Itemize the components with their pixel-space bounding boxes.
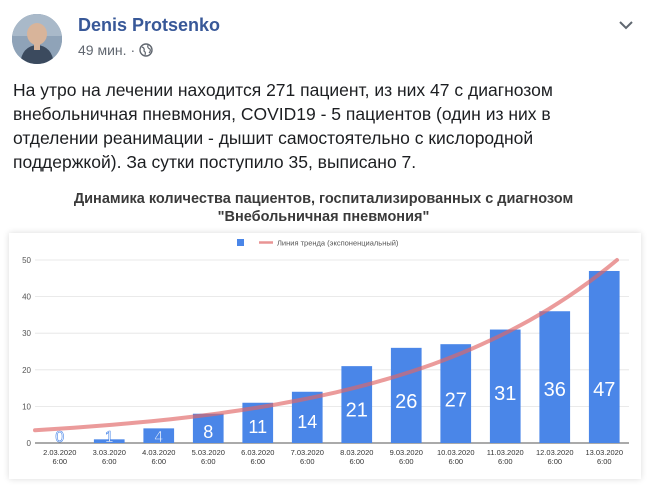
chart-title: Динамика количества пациентов, госпитали… bbox=[0, 190, 647, 226]
data-label: 21 bbox=[346, 399, 368, 421]
post-header: Denis Protsenko 49 мин. · bbox=[0, 0, 647, 70]
data-label: 14 bbox=[297, 412, 317, 432]
legend-bar-swatch bbox=[237, 239, 244, 246]
y-tick-label: 50 bbox=[22, 256, 31, 265]
post-text: На утро на лечении находится 271 пациент… bbox=[13, 78, 638, 174]
x-tick-label: 10.03.2020 6:00 bbox=[437, 448, 475, 466]
bar bbox=[341, 366, 373, 443]
y-tick-label: 30 bbox=[22, 329, 31, 338]
data-label: 4 bbox=[154, 429, 163, 446]
post-text-line: поддержкой). За сутки поступило 35, выпи… bbox=[13, 152, 417, 172]
data-label: 31 bbox=[494, 383, 516, 405]
post-time[interactable]: 49 мин. bbox=[78, 42, 127, 58]
x-tick-label: 7.03.2020 6:00 bbox=[291, 448, 324, 466]
x-tick-label: 5.03.2020 6:00 bbox=[192, 448, 225, 466]
x-tick-label: 3.03.2020 6:00 bbox=[93, 448, 126, 466]
author-name[interactable]: Denis Protsenko bbox=[78, 15, 221, 35]
data-label: 0 bbox=[55, 429, 64, 446]
x-tick-label: 4.03.2020 6:00 bbox=[142, 448, 175, 466]
data-label: 11 bbox=[248, 417, 267, 437]
y-tick-label: 10 bbox=[22, 402, 31, 411]
bar bbox=[93, 439, 125, 443]
trend-line bbox=[33, 258, 619, 433]
author-avatar[interactable] bbox=[12, 14, 62, 64]
post-text-line: отделении реанимации - дышит самостоятел… bbox=[13, 128, 534, 148]
x-tick-label: 8.03.2020 6:00 bbox=[340, 448, 373, 466]
data-label: 47 bbox=[593, 379, 615, 401]
data-label: 27 bbox=[445, 390, 467, 412]
x-tick-label: 9.03.2020 6:00 bbox=[390, 448, 423, 466]
chevron-down-icon[interactable] bbox=[617, 18, 635, 32]
bar bbox=[539, 311, 571, 443]
data-label: 8 bbox=[203, 422, 213, 442]
x-tick-label: 2.03.2020 6:00 bbox=[43, 448, 76, 466]
meta-separator: · bbox=[130, 42, 136, 58]
chart-panel: 0 10 20 30 40 50 0 1 4 8 11 14 21 26 27 31 36 47 2.03.2020… bbox=[9, 233, 641, 479]
x-tick-label: 6.03.2020 6:00 bbox=[241, 448, 274, 466]
chart-title-line: "Внебольничная пневмония" bbox=[217, 209, 430, 225]
legend-trend-label: Линия тренда (экспоненциальный) bbox=[277, 239, 399, 248]
data-label: 26 bbox=[395, 391, 417, 413]
globe-icon[interactable] bbox=[139, 43, 153, 57]
bar bbox=[489, 329, 521, 443]
x-tick-label: 12.03.2020 6:00 bbox=[536, 448, 574, 466]
data-label: 1 bbox=[105, 429, 114, 446]
y-tick-label: 0 bbox=[27, 439, 32, 448]
x-tick-label: 11.03.2020 6:00 bbox=[487, 448, 524, 466]
chart-title-line: Динамика количества пациентов, госпитали… bbox=[73, 191, 574, 207]
x-tick-label: 13.03.2020 6:00 bbox=[585, 448, 623, 466]
chart-image[interactable]: Динамика количества пациентов, госпитали… bbox=[0, 190, 647, 485]
y-tick-label: 40 bbox=[22, 293, 31, 302]
bar bbox=[588, 270, 620, 443]
y-tick-label: 20 bbox=[22, 366, 31, 375]
post-meta: 49 мин. · bbox=[78, 42, 153, 58]
bar bbox=[192, 413, 224, 443]
bar bbox=[143, 428, 175, 443]
data-label: 36 bbox=[544, 379, 566, 401]
post-text-line: На утро на лечении находится 271 пациент… bbox=[13, 80, 553, 100]
bar bbox=[390, 347, 422, 443]
post-text-line: внебольничная пневмония, COVID19 - 5 пац… bbox=[13, 104, 551, 124]
